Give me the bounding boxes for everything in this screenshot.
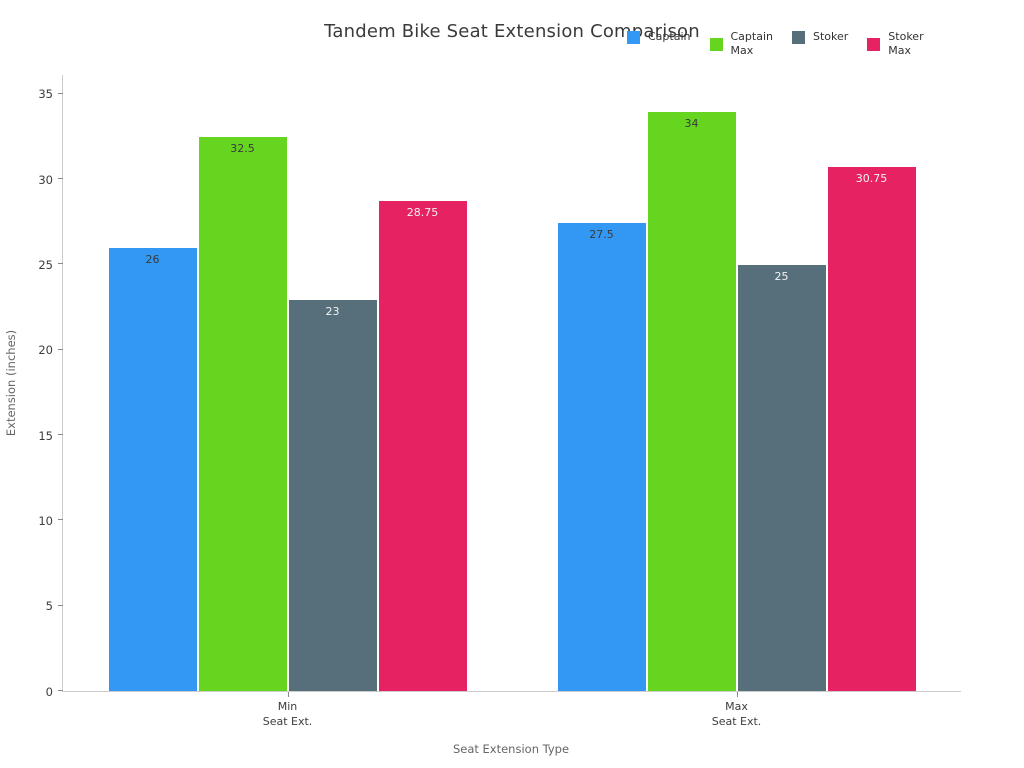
bar: 27.5 [556,221,647,691]
bar: 23 [287,298,378,691]
y-tick-label: 25 [38,257,53,272]
bar-value-label: 25 [774,270,789,284]
chart-title: Tandem Bike Seat Extension Comparison [324,21,700,42]
x-tick-mark [736,692,738,697]
legend-swatch [867,37,881,51]
legend-item-label: Captain [648,30,691,43]
y-tick-mark [58,348,63,350]
y-tick-label: 20 [38,343,53,358]
bar: 34 [646,110,737,691]
x-axis-label: Seat Extension Type [452,742,570,756]
bar: 30.75 [826,166,917,691]
x-tick-label: Min Seat Ext. [262,700,313,728]
y-tick-mark [58,519,63,521]
y-tick-label: 15 [38,428,53,443]
x-tick-mark [287,692,289,697]
y-tick-mark [58,178,63,180]
y-tick-label: 10 [38,513,53,528]
y-tick-mark [58,92,63,94]
bar: 28.75 [377,200,468,691]
bar: 32.5 [197,136,288,691]
y-tick-label: 0 [45,684,53,699]
legend-item: Captain Max [709,30,774,58]
bar-value-label: 23 [325,304,340,318]
y-tick-label: 35 [38,87,53,102]
legend-item-label: Stoker [813,30,849,43]
y-tick-mark [58,263,63,265]
bar: 25 [736,264,827,691]
legend-swatch [709,37,723,51]
bar-value-label: 34 [684,116,699,130]
bar-value-label: 27.5 [589,227,614,241]
bar-value-label: 26 [145,253,160,267]
bar-value-label: 30.75 [855,172,888,186]
legend-item: Stoker [792,30,848,44]
y-tick-mark [58,604,63,606]
bar-value-label: 32.5 [230,142,255,156]
legend-item: Captain [627,30,691,44]
x-tick-label: Max Seat Ext. [711,700,762,728]
legend-item-label: Captain Max [730,30,774,57]
legend: Captain Captain Max Stoker Stoker Max [627,30,924,58]
y-tick-label: 5 [45,599,53,614]
legend-item-label: Stoker Max [888,30,924,57]
legend-swatch [792,30,805,44]
legend-swatch [627,30,640,44]
legend-item: Stoker Max [867,30,924,58]
bar-value-label: 28.75 [406,206,439,220]
y-tick-mark [58,690,63,691]
bar: 26 [107,247,198,691]
y-tick-label: 30 [38,172,53,187]
y-tick-mark [58,434,63,436]
y-axis-label: Extension (inches) [4,329,18,437]
plot-area: 0 5 10 15 20 25 30 35 26 27.5 32.5 34 23 25 28.75 30.75… [38,75,961,728]
